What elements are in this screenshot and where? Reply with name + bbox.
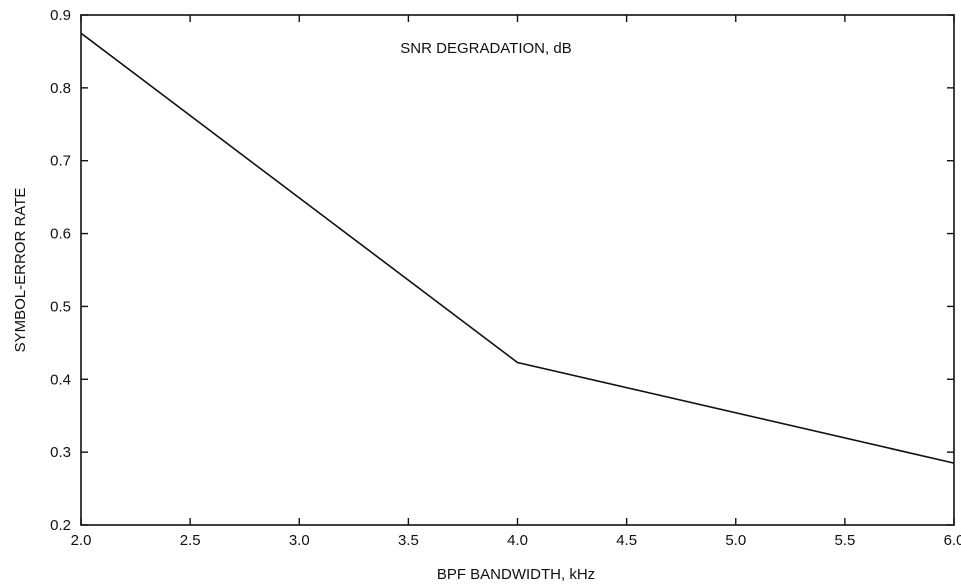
chart-annotation: SNR DEGRADATION, dB bbox=[400, 40, 571, 57]
x-axis-label: BPF BANDWIDTH, kHz bbox=[437, 566, 595, 583]
series-line bbox=[80, 32, 955, 464]
x-tick-label: 3.0 bbox=[289, 532, 310, 549]
y-tick-label: 0.8 bbox=[50, 80, 71, 97]
x-tick-label: 2.0 bbox=[71, 532, 92, 549]
series-layer bbox=[80, 32, 955, 464]
x-tick-label: 6.0 bbox=[944, 532, 961, 549]
x-tick-label: 2.5 bbox=[180, 532, 201, 549]
x-tick-label: 5.0 bbox=[725, 532, 746, 549]
y-tick-label: 0.7 bbox=[50, 153, 71, 170]
y-tick-label: 0.3 bbox=[50, 444, 71, 461]
y-tick-label: 0.2 bbox=[50, 517, 71, 534]
y-tick-label: 0.6 bbox=[50, 226, 71, 243]
x-tick-label: 4.5 bbox=[616, 532, 637, 549]
ticks-layer: 2.0 2.5 3.0 3.5 4.0 4.5 5.0 5.5 6.0 0.2 0.3 0.4 0.5 0… bbox=[50, 7, 961, 549]
y-tick-label: 0.9 bbox=[50, 7, 71, 24]
y-tick-label: 0.4 bbox=[50, 371, 71, 388]
y-tick-label: 0.5 bbox=[50, 298, 71, 315]
y-axis-label: SYMBOL-ERROR RATE bbox=[12, 188, 29, 353]
x-tick-label: 4.0 bbox=[507, 532, 528, 549]
x-tick-label: 3.5 bbox=[398, 532, 419, 549]
x-tick-label: 5.5 bbox=[834, 532, 855, 549]
plot-frame bbox=[80, 14, 955, 526]
